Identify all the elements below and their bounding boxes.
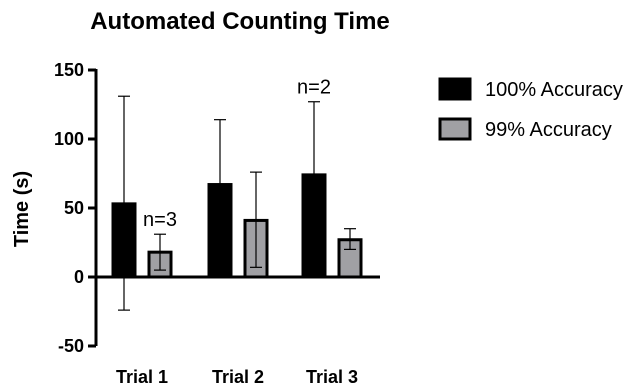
legend: 100% Accuracy 99% Accuracy <box>438 77 623 141</box>
x-tick-label: Trial 3 <box>306 367 358 386</box>
annotation-label: n=3 <box>143 209 177 231</box>
y-tick-label: 150 <box>54 60 84 80</box>
y-axis-label: Time (s) <box>11 171 33 247</box>
y-tick-label: -50 <box>58 336 84 356</box>
chart-title: Automated Counting Time <box>90 8 390 35</box>
bar <box>207 183 233 279</box>
x-tick-label: Trial 2 <box>212 367 264 386</box>
y-tick-label: 100 <box>54 129 84 149</box>
legend-swatch <box>438 77 472 101</box>
y-tick-label: 50 <box>64 198 84 218</box>
legend-swatch <box>438 117 472 141</box>
plot-area: -50 0 50 100 150 Trial 1 Trial 2 Trial 3 n=3 n=2 <box>54 60 380 386</box>
x-tick-label: Trial 1 <box>116 367 168 386</box>
annotation-label: n=2 <box>297 77 331 99</box>
bar <box>301 173 327 279</box>
y-tick-label: 0 <box>74 267 84 287</box>
legend-label: 99% Accuracy <box>485 119 612 141</box>
legend-label: 100% Accuracy <box>485 79 623 101</box>
